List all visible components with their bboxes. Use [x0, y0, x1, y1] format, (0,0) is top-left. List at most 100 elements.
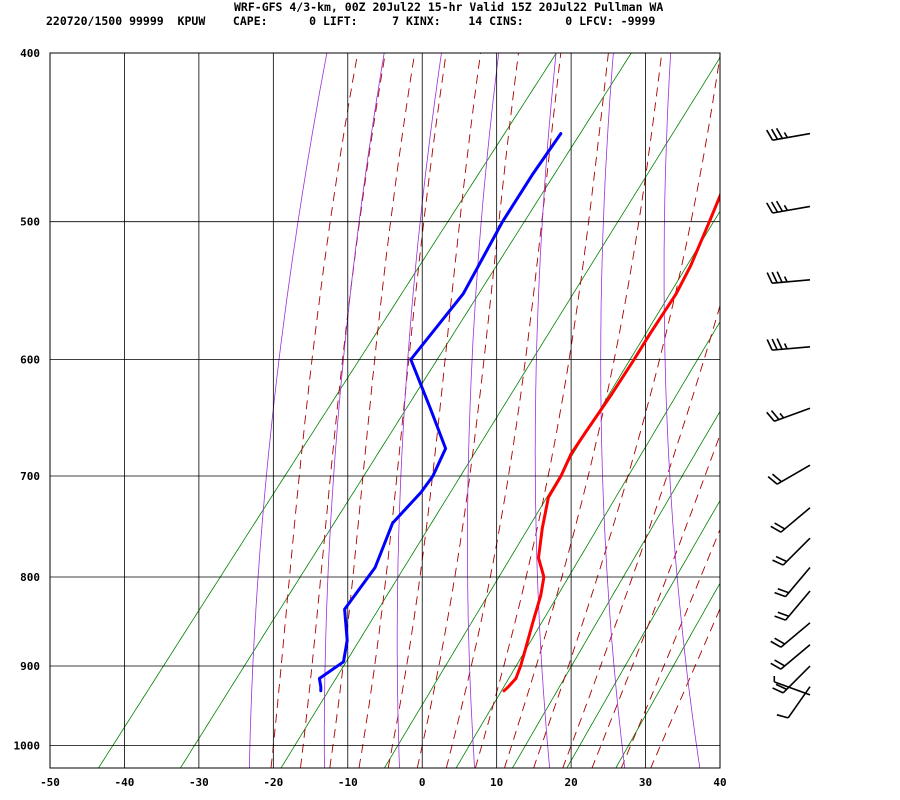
wind-barb-feather: [775, 127, 784, 139]
wind-barb-shaft: [772, 346, 811, 351]
wind-barb-shaft: [780, 644, 811, 670]
wind-barb-feather: [772, 559, 784, 566]
wind-barb-feather: [783, 204, 789, 211]
x-tick-label: -30: [189, 776, 209, 789]
mixing-ratio-line: [98, 53, 557, 768]
wind-barb-feather: [766, 272, 773, 284]
wind-barb-shaft: [784, 590, 811, 621]
wind-barb-feather: [770, 662, 782, 670]
wind-barb-shaft: [776, 464, 811, 485]
wind-barb-feather: [766, 411, 775, 422]
dewpoint-line: [317, 132, 563, 693]
dry-adiabat: [843, 14, 900, 782]
x-tick-label: 0: [419, 776, 426, 789]
wind-barb-feather: [770, 640, 782, 648]
wind-barb-feather: [766, 339, 773, 351]
moist-adiabat: [650, 607, 720, 768]
dry-adiabat: [725, 14, 777, 782]
wind-barb-feather: [775, 555, 788, 563]
wind-barb-shaft: [784, 566, 811, 598]
wind-barb-feather: [771, 271, 778, 284]
wind-barb-shaft: [780, 622, 811, 648]
wind-barb-feather: [770, 525, 782, 533]
dry-adiabat: [467, 53, 500, 768]
moist-adiabat: [300, 53, 386, 768]
x-tick-label: 30: [639, 776, 652, 789]
moist-adiabat: [358, 53, 447, 768]
header-line-1: WRF-GFS 4/3-km, 00Z 20Jul22 15-hr Valid …: [234, 0, 663, 14]
x-tick-label: 20: [564, 776, 577, 789]
mixing-ratio-line: [615, 582, 720, 768]
x-axis: -50 -40 -30 -20 -10 0 10 20 30 40: [40, 776, 727, 789]
plot-frame: [49, 52, 721, 769]
mixing-ratio-line: [566, 499, 720, 768]
wind-barb-shaft: [787, 686, 811, 719]
x-tick-label: 40: [713, 776, 726, 789]
y-tick-label: 900: [20, 660, 40, 673]
background-lines: [98, 14, 900, 782]
wind-barb-shaft: [772, 279, 811, 284]
x-tick-label: -20: [263, 776, 283, 789]
wind-barb-feather: [777, 587, 790, 594]
wind-barb-feather: [770, 410, 780, 421]
y-tick-label: 400: [20, 47, 40, 60]
dry-adiabat: [600, 53, 626, 768]
temperature-line: [502, 192, 720, 693]
y-tick-label: 1000: [14, 740, 41, 753]
wind-barb-feather: [777, 611, 790, 618]
y-tick-label: 500: [20, 216, 40, 229]
wind-barb-shaft: [772, 205, 811, 214]
wind-barb-shaft: [782, 537, 811, 566]
dry-adiabat: [248, 53, 328, 768]
moist-adiabat: [620, 528, 720, 768]
moist-adiabat: [504, 53, 663, 768]
wind-barb-feather: [774, 591, 786, 598]
wind-barb-feather: [776, 338, 783, 350]
wind-barb-feather: [783, 276, 788, 283]
wind-barb-feather: [775, 200, 784, 212]
x-tick-label: -10: [338, 776, 358, 789]
moist-adiabat: [387, 53, 482, 768]
wind-barb-feather: [783, 132, 789, 138]
wind-barb-feather: [766, 202, 774, 214]
wind-barb-feather: [766, 129, 774, 141]
y-axis: 400 500 600 700 800 900 1000: [14, 47, 41, 753]
wind-barb-shaft: [774, 681, 811, 696]
y-tick-label: 700: [20, 470, 40, 483]
x-tick-label: 10: [490, 776, 503, 789]
wind-barb-feather: [779, 412, 785, 419]
dry-adiabat: [323, 53, 385, 768]
y-tick-label: 600: [20, 354, 40, 367]
grid: [50, 52, 720, 768]
dry-adiabat: [663, 53, 701, 768]
wind-barb-feather: [770, 201, 779, 213]
moist-adiabat: [474, 53, 609, 768]
dry-adiabat: [534, 53, 557, 768]
wind-barb-feather: [771, 473, 782, 483]
moist-adiabat: [445, 53, 562, 768]
header-line-2: 220720/1500 99999 KPUW CAPE: 0 LIFT: 7 K…: [46, 14, 655, 28]
wind-barb-shaft: [772, 132, 811, 141]
wind-barb-feather: [767, 476, 778, 485]
mixing-ratio-line: [511, 410, 720, 768]
mixing-ratio-line: [455, 321, 720, 768]
wind-barb-feather: [774, 637, 786, 645]
wind-barb-feather: [774, 522, 786, 530]
wind-barb-feather: [775, 683, 788, 691]
wind-barb-feather: [774, 659, 786, 667]
wind-barb-feather: [772, 687, 784, 694]
moist-adiabat: [562, 304, 720, 768]
wind-barbs: [766, 127, 811, 719]
wind-barb-shaft: [774, 407, 811, 423]
wind-barb-feather: [783, 343, 788, 350]
wind-barb-feather: [776, 271, 783, 283]
profiles: [317, 132, 720, 693]
x-tick-label: -50: [40, 776, 60, 789]
moist-adiabat: [329, 53, 416, 768]
moist-adiabat: [533, 53, 720, 768]
wind-barb-feather: [774, 615, 786, 621]
x-tick-label: -40: [115, 776, 135, 789]
wind-barb-feather: [770, 128, 779, 140]
moist-adiabat: [591, 433, 720, 768]
wind-barb-feather: [776, 714, 789, 719]
